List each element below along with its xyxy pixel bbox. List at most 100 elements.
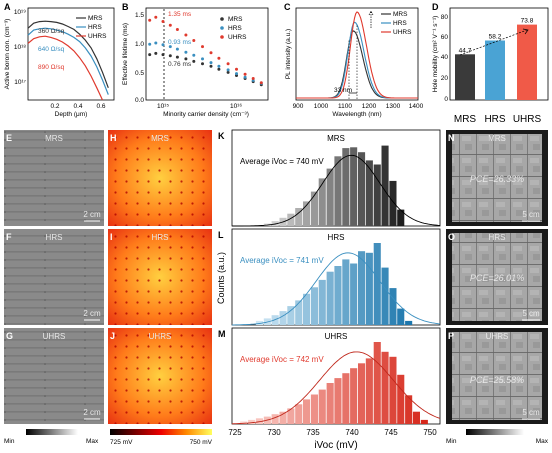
bar-mrs	[455, 54, 475, 100]
hist-bar	[365, 160, 373, 226]
panel-b: B 1.5 1.0 0.5 0.0 10¹⁵ 10¹⁶ Minority car…	[122, 2, 269, 118]
legend-swatch	[220, 17, 224, 21]
panel-c: C 900 1000 1100 1200 1300 1400 Wavelengt…	[284, 2, 424, 118]
data-point-uhrs	[235, 67, 238, 71]
bar-value-label: 73.8	[521, 18, 534, 25]
bar-group	[232, 243, 441, 326]
data-point-uhrs	[175, 28, 179, 31]
hist-bar	[310, 394, 318, 424]
ivoc-map-texture	[108, 229, 212, 325]
panel-l: L HRS Average iVoc = 741 mV	[218, 228, 441, 326]
x-axis-label: iVoc (mV)	[314, 440, 357, 451]
data-point-mrs	[192, 59, 196, 63]
data-point-uhrs	[192, 39, 196, 42]
data-point-mrs	[148, 53, 152, 57]
data-point-uhrs	[161, 20, 165, 23]
plot-frame	[295, 7, 419, 101]
data-point-uhrs	[251, 77, 255, 80]
colorbar-min: Min	[4, 438, 15, 445]
data-point-hrs	[192, 53, 196, 57]
data-point-uhrs	[209, 51, 213, 55]
hist-title: MRS	[327, 134, 345, 143]
colorbar-max: Max	[86, 438, 99, 445]
hist-bar	[303, 399, 311, 424]
data-point-uhrs	[184, 33, 188, 37]
panel-letter: D	[432, 2, 439, 12]
legend-label: HRS	[228, 25, 242, 32]
hist-bar	[240, 421, 248, 424]
x-tick: 735	[306, 428, 320, 437]
hist-bar	[255, 320, 263, 325]
arrow-head	[522, 28, 529, 35]
y-tick: 0.5	[135, 70, 144, 77]
x-tick: 740	[345, 428, 359, 437]
panel-letter: F	[6, 232, 12, 242]
image-label: MRS	[45, 134, 63, 143]
category-label: MRS	[454, 114, 477, 125]
annotation: 1.35 ms	[168, 11, 192, 18]
colorbar	[26, 429, 78, 435]
data-point-hrs	[235, 72, 238, 76]
x-tick: 750	[423, 428, 437, 437]
hist-bar	[405, 320, 413, 325]
image-label: MRS	[151, 134, 169, 143]
x-tick: 900	[293, 103, 304, 110]
y-axis-label: Effective lifetime (ms)	[122, 23, 129, 85]
panel-letter: H	[110, 133, 117, 143]
hist-bar	[303, 293, 311, 325]
colorbar	[466, 429, 524, 435]
panel-g: G UHRS 2 cm	[4, 328, 104, 424]
panel-h: H MRS	[108, 130, 212, 226]
series-line-hrs	[27, 27, 109, 95]
colorbar-min: Min	[446, 438, 457, 445]
scale-label: 5 cm	[522, 408, 540, 417]
colorbar-gray-right: Min Max	[446, 429, 549, 445]
x-tick: 0.6	[96, 103, 105, 110]
series-line-uhrs	[296, 11, 418, 99]
panel-letter: C	[284, 2, 291, 12]
el-image	[452, 134, 542, 222]
y-axis-label: Hole mobility (cm² V⁻¹ s⁻¹)	[432, 16, 439, 93]
data-point-hrs	[161, 43, 165, 47]
data-point-mrs	[209, 64, 213, 68]
hist-bar	[248, 419, 256, 424]
data-point-mrs	[168, 54, 172, 58]
x-tick: 1100	[338, 103, 352, 110]
panel-letter: G	[6, 331, 13, 341]
x-axis-label: Depth (μm)	[55, 111, 88, 118]
hist-bar	[373, 243, 381, 325]
x-tick: 745	[384, 428, 398, 437]
colorbar-gray-left: Min Max	[4, 429, 99, 445]
hist-bar	[287, 213, 295, 226]
image-label: HRS	[489, 233, 506, 242]
y-tick: 1.0	[135, 41, 144, 48]
y-tick: 80	[441, 14, 449, 21]
data-point-uhrs	[217, 56, 221, 60]
hist-bar	[318, 279, 326, 325]
data-point-uhrs	[168, 23, 172, 27]
hist-bar	[279, 311, 287, 325]
hist-bar	[334, 266, 342, 325]
legend-label: HRS	[88, 24, 102, 31]
x-tick: 1400	[409, 103, 424, 110]
fit-curve	[231, 351, 441, 425]
data-point-uhrs	[154, 15, 158, 19]
legend-swatch	[220, 35, 224, 39]
panel-letter: P	[448, 331, 454, 341]
annotation: 0.76 ms	[168, 61, 192, 68]
y-tick: 0.0	[135, 97, 144, 104]
hist-bar	[358, 251, 366, 325]
bar-uhrs	[517, 24, 537, 101]
fit-curve	[232, 154, 441, 227]
data-point-hrs	[209, 61, 213, 65]
arrow	[368, 10, 374, 28]
hist-bar	[381, 267, 389, 325]
image-label: UHRS	[149, 332, 172, 341]
legend-label: MRS	[393, 11, 408, 18]
y-tick: 0	[444, 96, 448, 103]
hist-bar	[397, 308, 405, 325]
hist-bar	[334, 156, 342, 226]
x-axis-label: Wavelength (nm)	[332, 111, 381, 118]
x-axis-label: Minority carrier density (cm⁻³)	[163, 111, 249, 118]
panel-letter: L	[218, 230, 224, 240]
